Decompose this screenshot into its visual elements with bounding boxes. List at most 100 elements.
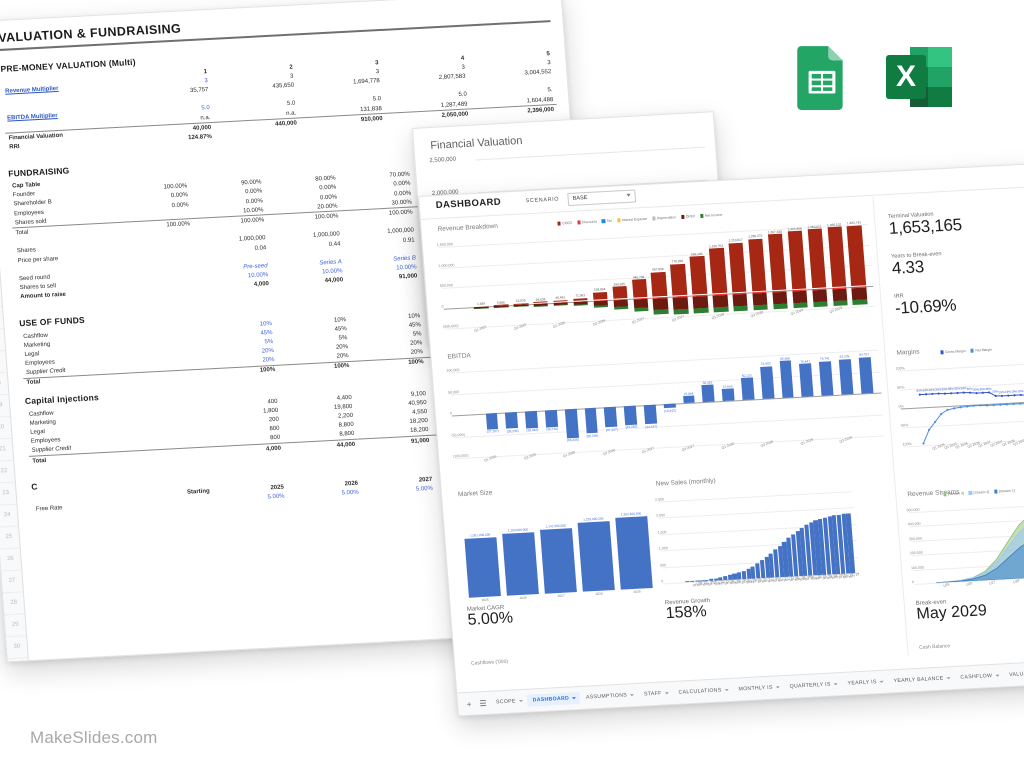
legend-item[interactable]: [Stream 2] [968,489,990,495]
bar: 1,290,373 [748,234,767,292]
market-cagr-metric: Market CAGR 5.00% [467,604,514,629]
legend-swatch [943,492,947,496]
legend-item[interactable]: Net Margin [970,348,992,353]
sheet-tab-scope[interactable]: SCOPE [490,695,528,709]
bars-area: 1,051,200,000 2025 1,104,800,000 2026 1,141,… [460,504,656,602]
bar-value-label: 85,860 [780,355,791,361]
add-sheet-icon[interactable]: + [466,699,472,709]
bar-value-label: 607,056 [652,267,664,272]
bar: 1,367,630 [768,230,787,291]
bar-negative-stack [811,287,828,307]
legend-swatch [616,218,621,223]
bar-negative-stack [652,296,669,315]
microsoft-excel-icon[interactable]: X [884,44,954,115]
chevron-down-icon[interactable] [995,674,1000,677]
sheet-tab-assumptions[interactable]: ASSUMPTIONS [580,689,639,704]
bar-value-label: 440,738 [632,274,645,280]
bar: 27,644 [721,384,735,401]
sheet-tab-yearly-balance[interactable]: YEARLY BALANCE [887,672,955,688]
chevron-down-icon[interactable] [833,683,838,686]
bar: (66,336) [564,408,579,442]
legend-item[interactable]: OPEX [680,214,695,219]
bar: 298,835 [612,282,628,300]
x-tick: 2027 [557,593,565,599]
legend-item[interactable]: Tax [601,219,612,224]
bar-value-label: 298,835 [613,281,626,287]
sheet-tab-calculations[interactable]: CALCULATIONS [672,684,733,699]
x-tick: 2026 [519,595,527,601]
legend-item[interactable]: Gross Margin [940,349,966,354]
bar-value-label: 50,133 [741,373,752,378]
bar-value-label: 74,920 [760,361,771,367]
chart-plot: 1,051,200,000 2025 1,104,800,000 2026 1,141,… [460,504,656,602]
x-tick: 2025 [481,597,489,603]
legend-swatch [994,489,998,494]
legend-label: [Stream 2] [973,489,990,495]
chevron-down-icon[interactable] [664,692,669,695]
new-sales-panel: New Sales (monthly) 2,500 2,000 1,500 1,000… [654,470,861,598]
bar-value-label: 1,282,400,000 [620,511,642,517]
bar-value-label: (10,442) [663,408,676,414]
sheet-tab-label: CASHFLOW [960,672,993,681]
legend-item[interactable]: [Stream 3] [943,491,964,496]
legend-swatch [652,216,656,221]
y-tick: 2,500 [654,497,665,502]
legend-item[interactable]: COGS [557,221,572,226]
sheet-tab-monthly-is[interactable]: MONTHLY IS [732,681,784,696]
legend-label: COGS [562,220,573,226]
google-sheets-icon[interactable] [789,44,855,115]
bar: 1,423,968 [787,226,807,290]
legend-item[interactable]: [Stream 1] [994,489,1015,494]
y-tick: 2,000 [656,513,666,519]
bar: 1,220,900,000 2028 [577,517,615,596]
chevron-down-icon[interactable] [630,694,635,697]
bar-value-label: 1,106,752 [708,243,724,249]
kpi-irr: IRR -10.69% [894,291,957,317]
y-tick: 1,500 [657,529,667,535]
y-tick: 1,000,000 [438,262,455,268]
bar-value-label: 79,741 [819,356,830,361]
chevron-down-icon[interactable] [879,680,884,683]
sheet-tab-quarterly-is[interactable]: QUARTERLY IS [783,678,842,693]
bar-value-label: 1,104,800,000 [507,527,529,533]
y-tick: 1,000 [658,546,668,551]
bar: 1,466,102 [827,222,847,288]
chevron-down-icon[interactable] [518,700,523,703]
revenue-streams-areas [936,507,1024,584]
bar: (38,446) [525,410,538,433]
bar-value-label: 76,441 [800,358,811,364]
chevron-down-icon[interactable] [572,697,577,700]
chevron-down-icon[interactable] [724,689,729,692]
sheet-tab-label: YEARLY BALANCE [893,675,944,685]
y-tick: 500 [659,562,667,568]
bar: 84,781 [858,352,874,394]
chevron-down-icon[interactable] [946,677,951,680]
all-sheets-icon[interactable]: ☰ [479,698,488,708]
chart-plot: 100% 50% 0% -50% -100% 34% 34% 34% 34% 33% 33% 33% 3… [896,362,1024,451]
sheet-tab-bar[interactable]: + ☰ SCOPE DASHBOARD ASSUMPTIONS STAFF CALCUL… [457,659,1024,716]
bar-negative-stack [573,300,589,306]
scenario-value: BASE [572,194,588,202]
x-tick: 2028 [595,591,603,596]
dashboard-card[interactable]: DASHBOARD SCENARIO BASE Revenue Breakdow… [418,163,1024,717]
legend-swatch [940,350,944,354]
sheet-tab-dashboard[interactable]: DASHBOARD [526,691,581,707]
scenario-dropdown[interactable]: BASE [567,189,637,207]
sheet-tab-staff[interactable]: STAFF [638,687,673,701]
bar: (38,236) [505,411,519,433]
chevron-down-icon[interactable] [775,686,780,689]
sheet-tab-yearly-is[interactable]: YEARLY IS [841,676,888,690]
bar-negative-stack [792,288,808,308]
bar-value-label: 1,051,200,000 [469,532,491,538]
bar-value-label: 38,453 [702,380,713,386]
bar: (43,065) [623,405,638,429]
bar: (10,442) [663,403,676,413]
sheet-tab-valuation[interactable]: VALUATION [1003,667,1024,682]
bar-value-label: (58,336) [586,433,599,438]
y-tick: (100,000) [452,453,469,459]
revenue-breakdown-panel: Revenue Breakdown COGS Discounts Tax Intere… [437,203,875,334]
sheet-tab-cashflow[interactable]: CASHFLOW [954,669,1004,684]
bar-negative-stack [851,285,868,305]
bar-value-label: 40,661 [555,295,566,301]
bar: 1,450,011 [807,224,827,289]
